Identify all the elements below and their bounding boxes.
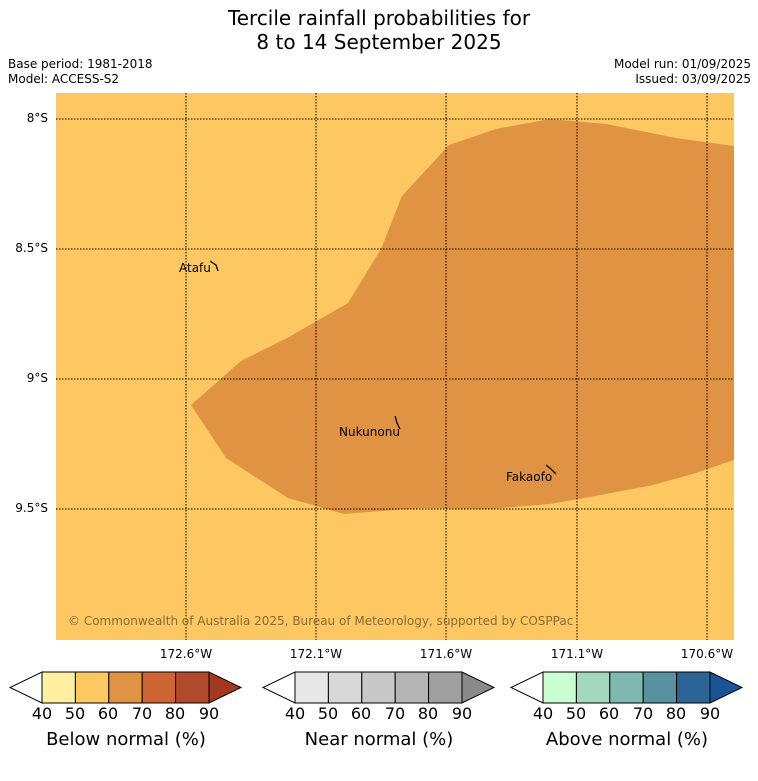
cb-below-segment-80-90 xyxy=(175,671,210,704)
cb-below-tick-70: 70 xyxy=(131,704,153,723)
cb-near-extend-low xyxy=(261,671,296,704)
cb-above-segment-50-60 xyxy=(575,671,611,704)
cb-near-tick-40: 40 xyxy=(284,704,306,723)
title-line-1: Tercile rainfall probabilities for xyxy=(227,6,531,30)
lat-label-8s: 8°S xyxy=(26,111,48,125)
cb-near-segment-60-70 xyxy=(361,671,396,704)
lat-label-8-5s: 8.5°S xyxy=(15,241,48,255)
cb-below-extend-high xyxy=(208,671,243,704)
lon-label-170-6w: 170.6°W xyxy=(680,647,734,661)
region-below-60-70 xyxy=(191,119,734,514)
atoll-nukunonu-outline xyxy=(394,415,401,430)
cb-below-segment-70-80 xyxy=(141,671,177,704)
meta-right: Model run: 01/09/2025 Issued: 03/09/2025 xyxy=(614,57,751,87)
place-nukunonu: Nukunonu xyxy=(339,425,400,439)
copyright-notice: © Commonwealth of Australia 2025, Bureau… xyxy=(68,614,574,628)
lon-label-171-1w: 171.1°W xyxy=(550,647,604,661)
model-name: Model: ACCESS-S2 xyxy=(8,72,120,86)
cb-above-extend-low xyxy=(509,671,544,704)
lon-label-172-6w: 172.6°W xyxy=(159,647,213,661)
cb-above-segment-40-50 xyxy=(542,671,577,704)
colorbar-near-title: Near normal (%) xyxy=(304,729,454,750)
colorbar-near-normal xyxy=(261,671,496,704)
lat-label-9-5s: 9.5°S xyxy=(15,501,48,515)
place-atafu: Atafu xyxy=(179,261,211,275)
cb-below-segment-60-70 xyxy=(108,671,143,704)
cb-below-tick-60: 60 xyxy=(97,704,119,723)
lon-label-171-6w: 171.6°W xyxy=(419,647,473,661)
cb-near-tick-60: 60 xyxy=(350,704,372,723)
cb-above-tick-80: 80 xyxy=(665,704,687,723)
cb-near-tick-50: 50 xyxy=(317,704,339,723)
title-line-2: 8 to 14 September 2025 xyxy=(256,30,502,54)
colorbar-above-normal xyxy=(509,671,744,704)
cb-above-tick-50: 50 xyxy=(565,704,587,723)
cb-above-tick-40: 40 xyxy=(532,704,554,723)
cb-above-segment-70-80 xyxy=(642,671,678,704)
cb-below-segment-40-50 xyxy=(41,671,76,704)
place-fakaofo: Fakaofo xyxy=(506,470,553,484)
cb-near-segment-50-60 xyxy=(327,671,363,704)
cb-near-segment-40-50 xyxy=(294,671,329,704)
lon-label-172-1w: 172.1°W xyxy=(289,647,343,661)
cb-above-tick-90: 90 xyxy=(699,704,721,723)
colorbar-below-title: Below normal (%) xyxy=(46,729,206,750)
cb-above-extend-high xyxy=(709,671,744,704)
graticule xyxy=(56,93,734,640)
cb-near-tick-80: 80 xyxy=(417,704,439,723)
atoll-fakaofo-outline xyxy=(545,464,557,475)
cb-above-segment-60-70 xyxy=(609,671,644,704)
cb-below-tick-50: 50 xyxy=(64,704,86,723)
meta-left: Base period: 1981-2018 Model: ACCESS-S2 xyxy=(8,57,153,87)
cb-near-segment-70-80 xyxy=(394,671,430,704)
cb-below-tick-40: 40 xyxy=(31,704,53,723)
cb-below-segment-50-60 xyxy=(74,671,110,704)
base-period: Base period: 1981-2018 xyxy=(8,57,153,71)
model-run: Model run: 01/09/2025 xyxy=(613,57,751,71)
cb-near-segment-80-90 xyxy=(428,671,463,704)
cb-below-tick-90: 90 xyxy=(198,704,220,723)
colorbar-above-title: Above normal (%) xyxy=(545,729,709,750)
cb-below-extend-low xyxy=(8,671,43,704)
cb-near-tick-90: 90 xyxy=(451,704,473,723)
cb-above-segment-80-90 xyxy=(676,671,711,704)
lat-label-9s: 9°S xyxy=(26,371,48,385)
map-title: Tercile rainfall probabilities for 8 to … xyxy=(0,6,758,54)
cb-above-tick-70: 70 xyxy=(632,704,654,723)
cb-near-tick-70: 70 xyxy=(384,704,406,723)
map-panel xyxy=(56,93,734,640)
colorbar-below-normal xyxy=(8,671,243,704)
cb-near-extend-high xyxy=(461,671,496,704)
atoll-atafu-outline xyxy=(209,260,219,272)
cb-below-tick-80: 80 xyxy=(164,704,186,723)
cb-above-tick-60: 60 xyxy=(598,704,620,723)
issued-date: Issued: 03/09/2025 xyxy=(635,72,751,86)
map-canvas xyxy=(56,93,734,640)
